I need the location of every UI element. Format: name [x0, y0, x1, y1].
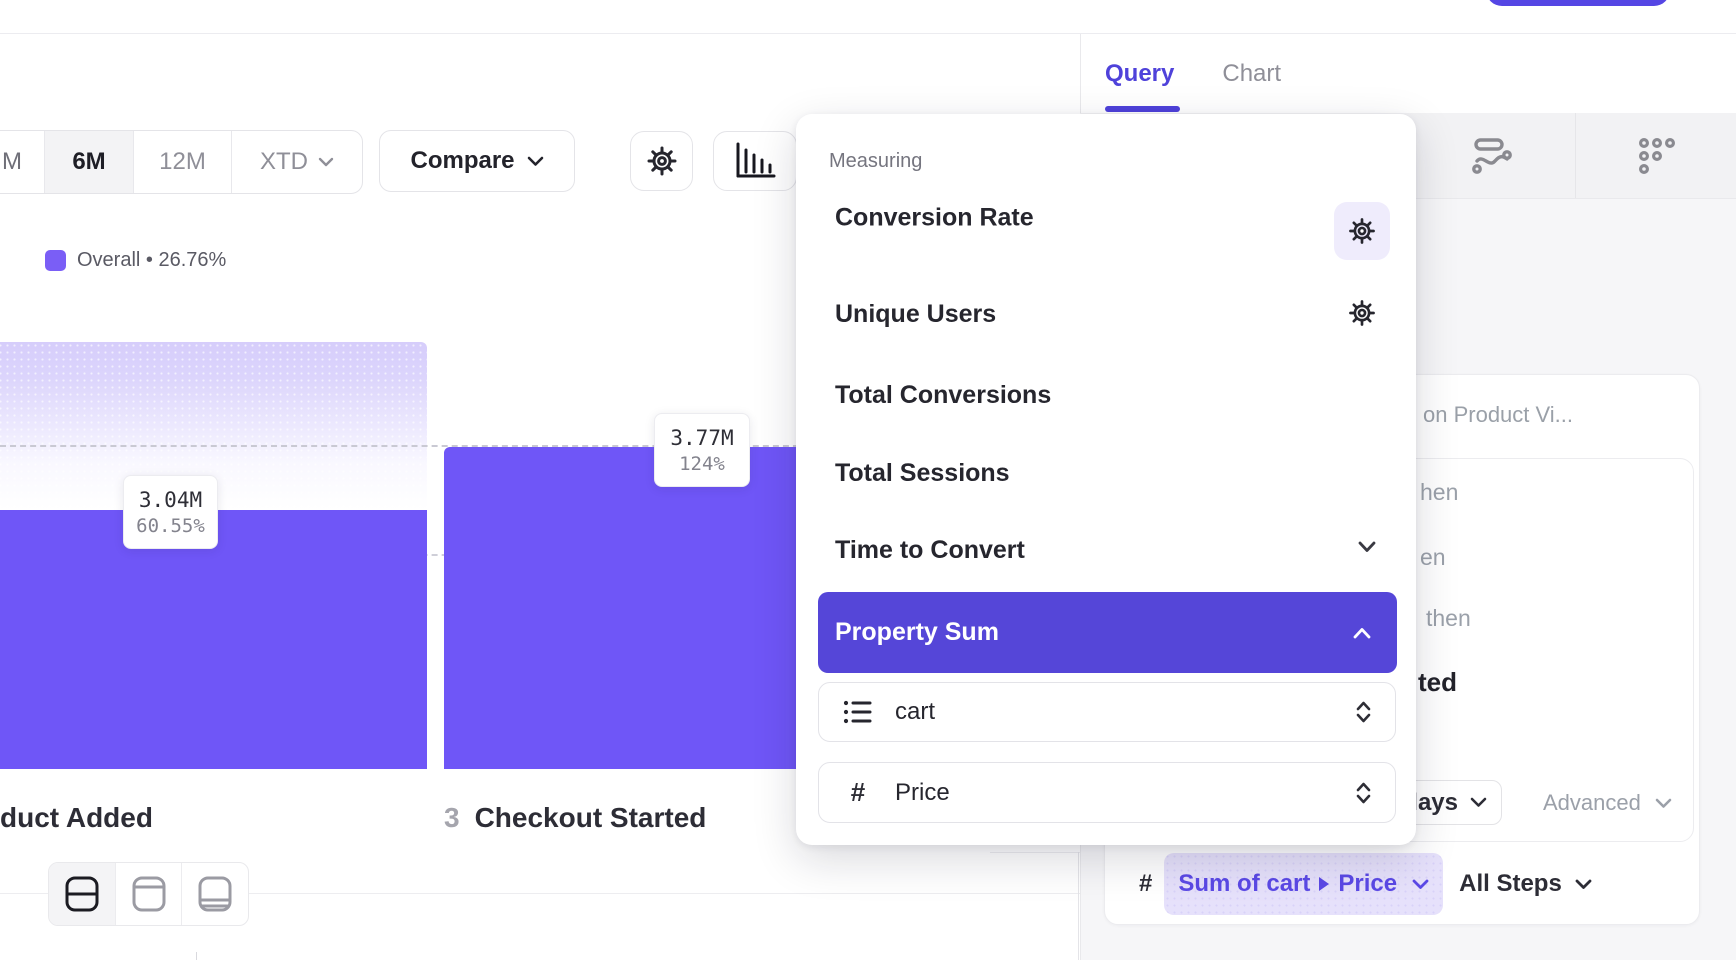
menu-item-total-conversions[interactable]: Total Conversions: [835, 381, 1052, 409]
time-to-convert-chevron[interactable]: [1358, 541, 1376, 553]
legend-label: Overall • 26.76%: [77, 249, 227, 271]
apps-grid-button[interactable]: [1635, 134, 1679, 178]
tab-chart[interactable]: Chart: [1222, 60, 1282, 87]
hash-icon: #: [850, 777, 866, 807]
menu-item-total-sessions[interactable]: Total Sessions: [835, 459, 1010, 487]
all-steps-label: All Steps: [1459, 870, 1562, 897]
list-icon: [843, 698, 873, 726]
numeric-property-icon: #: [1139, 870, 1153, 897]
table-column-tick: [196, 952, 197, 960]
chevron-down-icon: [1655, 798, 1672, 809]
gear-icon: [1346, 297, 1378, 329]
chip-sum-label: Sum of cart: [1178, 870, 1311, 897]
top-header: [0, 0, 1736, 34]
query-card-header-fragment: on Product Vi...: [1423, 402, 1574, 427]
step-2-number: 3: [444, 802, 460, 833]
funnel-bar-1[interactable]: [0, 510, 427, 769]
time-range-segmented-control: M 6M 12M XTD: [0, 130, 363, 194]
funnel-layout-toggle-group: [48, 862, 249, 926]
time-range-xtd[interactable]: XTD: [232, 131, 362, 193]
layout-top-row-button[interactable]: [116, 863, 183, 925]
compare-button[interactable]: Compare: [379, 130, 575, 192]
layout-split-rows-button[interactable]: [49, 863, 116, 925]
chart-type-button[interactable]: [713, 131, 797, 191]
caret-right-icon: [1319, 877, 1330, 891]
chart-settings-button[interactable]: [630, 131, 693, 191]
funnel-bar-1-total[interactable]: [0, 342, 427, 510]
unique-users-settings-button[interactable]: [1334, 284, 1390, 342]
chevron-down-icon: [1575, 879, 1592, 890]
grid-dots-icon: [1636, 135, 1678, 177]
legend-swatch: [45, 250, 66, 271]
up-down-chevrons-icon: [1354, 780, 1373, 806]
table-divider-horizontal-right: [990, 852, 1080, 853]
menu-item-property-sum-selected[interactable]: Property Sum: [818, 592, 1397, 673]
step-2-label: 3 Checkout Started: [444, 802, 706, 834]
advanced-dropdown[interactable]: Advanced: [1543, 790, 1672, 816]
property-name-select[interactable]: # Price: [818, 762, 1396, 823]
bar-chart-icon: [734, 142, 776, 180]
active-tab-underline: [1105, 106, 1180, 112]
conversion-rate-settings-button[interactable]: [1334, 202, 1390, 260]
legend-overall[interactable]: Overall • 26.76%: [45, 249, 226, 272]
bar-1-value-label: 3.04M 60.55%: [123, 475, 218, 549]
time-range-6m[interactable]: 6M: [45, 131, 134, 193]
step-1-label-fragment: duct Added: [0, 802, 153, 833]
layout-top-icon: [131, 875, 167, 913]
sidebar-tabs: Query Chart: [1105, 60, 1281, 88]
toolbar-band-divider: [1575, 113, 1576, 198]
sum-of-property-chip[interactable]: Sum of cart Price: [1164, 853, 1444, 915]
step-2-name: Checkout Started: [474, 802, 707, 833]
property-event-select[interactable]: cart: [818, 682, 1396, 742]
step-row-fragment-1: hen: [1420, 479, 1459, 505]
chevron-down-icon: [527, 156, 544, 167]
layout-bottom-row-button[interactable]: [182, 863, 248, 925]
menu-item-time-to-convert[interactable]: Time to Convert: [835, 536, 1025, 564]
bar-1-rate: 60.55%: [136, 514, 205, 537]
up-down-chevrons-icon: [1354, 699, 1373, 725]
bar-1-value: 3.04M: [138, 487, 203, 512]
property-event-value: cart: [895, 698, 936, 725]
step-row-fragment-4: ted: [1418, 667, 1457, 697]
chevron-down-icon: [1470, 797, 1487, 808]
property-name-value: Price: [895, 778, 950, 806]
gear-icon: [644, 143, 680, 179]
chevron-down-icon: [318, 157, 334, 167]
measuring-dropdown-panel: Measuring Conversion Rate Unique Users T…: [796, 114, 1416, 845]
time-range-12m[interactable]: 12M: [134, 131, 232, 193]
step-row-fragment-2: en: [1420, 544, 1446, 570]
dropdown-title: Measuring: [829, 150, 923, 172]
layout-split-icon: [64, 875, 100, 913]
compare-label: Compare: [410, 147, 515, 174]
conversion-window-select[interactable]: lays: [1378, 780, 1502, 825]
chip-property-label: Price: [1338, 870, 1398, 897]
bar-2-value: 3.77M: [670, 425, 734, 450]
step-row-fragment-3: then: [1426, 605, 1471, 631]
property-sum-label: Property Sum: [835, 618, 999, 646]
chevron-down-icon: [1412, 879, 1429, 890]
bar-2-value-label: 3.77M 124%: [654, 413, 750, 487]
flows-icon: [1470, 136, 1514, 176]
flows-button[interactable]: [1470, 134, 1514, 178]
reference-dashed-line-step2: [0, 445, 1080, 447]
conversion-window-value-fragment: lays: [1411, 788, 1458, 816]
table-divider-horizontal: [0, 893, 1080, 894]
all-steps-dropdown[interactable]: All Steps: [1459, 870, 1592, 898]
table-divider-vertical: [1078, 852, 1079, 960]
chevron-up-icon: [1353, 627, 1371, 639]
bar-2-rate: 124%: [679, 452, 725, 475]
layout-bottom-icon: [197, 875, 233, 913]
menu-item-conversion-rate[interactable]: Conversion Rate: [835, 203, 1034, 232]
gear-icon: [1346, 215, 1378, 247]
advanced-label: Advanced: [1543, 790, 1641, 815]
menu-item-unique-users[interactable]: Unique Users: [835, 300, 997, 328]
measurement-row: # Sum of cart Price All Steps: [1139, 853, 1592, 915]
tab-query[interactable]: Query: [1105, 60, 1175, 87]
time-range-m[interactable]: M: [0, 131, 45, 193]
primary-action-button[interactable]: [1486, 0, 1670, 6]
